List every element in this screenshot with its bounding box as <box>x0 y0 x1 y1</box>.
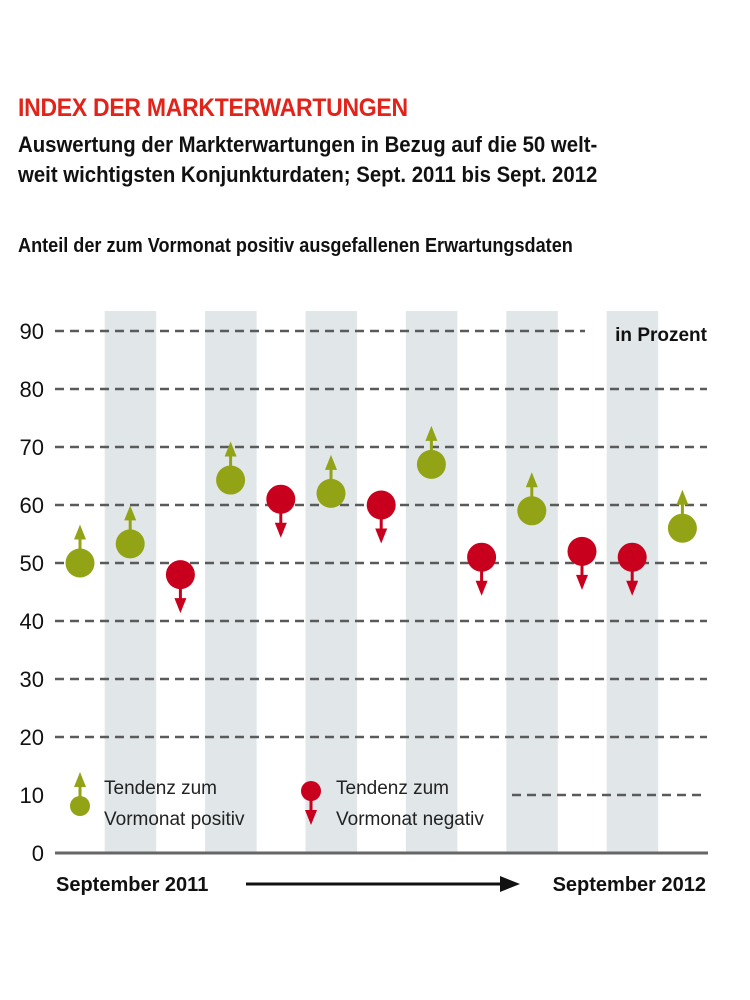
data-point <box>266 484 296 538</box>
arrow-up-icon <box>124 505 137 521</box>
y-tick-label: 80 <box>20 377 44 402</box>
chart-heading: Anteil der zum Vormonat positiv ausgefal… <box>18 235 573 257</box>
band <box>405 311 458 853</box>
marker-dot <box>316 478 346 508</box>
data-point <box>667 489 697 543</box>
marker-dot <box>266 484 296 514</box>
data-point <box>65 524 95 578</box>
marker-dot <box>416 449 446 479</box>
band <box>205 311 257 853</box>
unit-label: in Prozent <box>615 325 708 346</box>
y-tick-label: 0 <box>32 841 44 866</box>
marker-dot <box>567 536 597 566</box>
arrow-down-icon <box>375 528 388 544</box>
arrow-up-icon <box>425 425 438 441</box>
arrow-up-icon <box>676 489 689 505</box>
marker-dot <box>366 490 396 520</box>
legend-marker-negative <box>301 781 321 825</box>
data-points <box>65 425 697 614</box>
arrow-down-icon <box>274 522 287 538</box>
data-point <box>366 490 396 544</box>
band <box>506 311 558 853</box>
marker-dot <box>301 781 321 801</box>
marker-dot <box>65 548 95 578</box>
arrow-down-icon <box>576 574 588 590</box>
y-tick-label: 40 <box>20 609 44 634</box>
y-tick-label: 50 <box>20 551 44 576</box>
background-bands <box>104 311 659 853</box>
arrow-up-icon <box>525 472 538 488</box>
legend-text-line1: Tendenz zum <box>336 778 449 799</box>
data-point <box>467 542 497 596</box>
y-tick-label: 30 <box>20 667 44 692</box>
marker-dot <box>216 465 246 495</box>
marker-dot <box>667 513 697 543</box>
gridlines <box>55 329 707 797</box>
data-point <box>216 441 246 495</box>
arrow-down-icon <box>174 598 187 614</box>
arrow-up-icon <box>224 441 237 457</box>
legend-item: Tendenz zum Vormonat positiv <box>70 772 245 830</box>
band <box>104 311 157 853</box>
legend: Tendenz zum Vormonat positiv Tendenz zum Vo… <box>70 772 484 830</box>
y-axis-ticks: 0 10 20 30 40 50 60 70 80 90 <box>20 319 44 866</box>
data-point <box>567 536 597 590</box>
y-tick-label: 60 <box>20 493 44 518</box>
marker-dot <box>467 542 497 572</box>
y-tick-label: 90 <box>20 319 44 344</box>
data-point <box>316 454 346 508</box>
data-point <box>416 425 446 479</box>
legend-text-line2: Vormonat positiv <box>104 809 245 830</box>
legend-text-line1: Tendenz zum <box>104 778 217 799</box>
x-label-end: September 2012 <box>553 874 706 896</box>
marker-dot <box>617 542 647 572</box>
marker-dot <box>165 560 195 590</box>
y-tick-label: 20 <box>20 725 44 750</box>
band <box>305 311 357 853</box>
chart-title: INDEX DER MARKTERWARTUNGEN <box>18 94 408 122</box>
arrow-down-icon <box>626 580 639 596</box>
arrow-up-icon <box>74 524 86 540</box>
marker-dot <box>115 529 145 559</box>
legend-marker-positive <box>70 772 90 816</box>
marker-dot <box>70 796 90 816</box>
data-point <box>115 505 145 559</box>
arrow-up-icon <box>325 454 337 470</box>
y-tick-label: 70 <box>20 435 44 460</box>
legend-item: Tendenz zum Vormonat negativ <box>301 778 484 830</box>
arrow-down-icon <box>305 810 317 825</box>
chart-subtitle: Auswertung der Markterwartungen in Bezug… <box>18 130 597 190</box>
data-point <box>165 560 195 614</box>
arrow-down-icon <box>475 580 488 596</box>
data-point <box>617 542 647 596</box>
time-arrow-icon <box>246 876 520 892</box>
x-label-start: September 2011 <box>56 874 208 896</box>
arrow-up-icon <box>74 772 86 787</box>
y-tick-label: 10 <box>20 783 44 808</box>
legend-text-line2: Vormonat negativ <box>336 809 484 830</box>
subtitle-line-1: Auswertung der Markterwartungen in Bezug… <box>18 132 598 157</box>
marker-dot <box>517 496 547 526</box>
subtitle-line-2: weit wichtigsten Konjunkturdaten; Sept. … <box>18 162 598 187</box>
data-point <box>517 472 547 526</box>
